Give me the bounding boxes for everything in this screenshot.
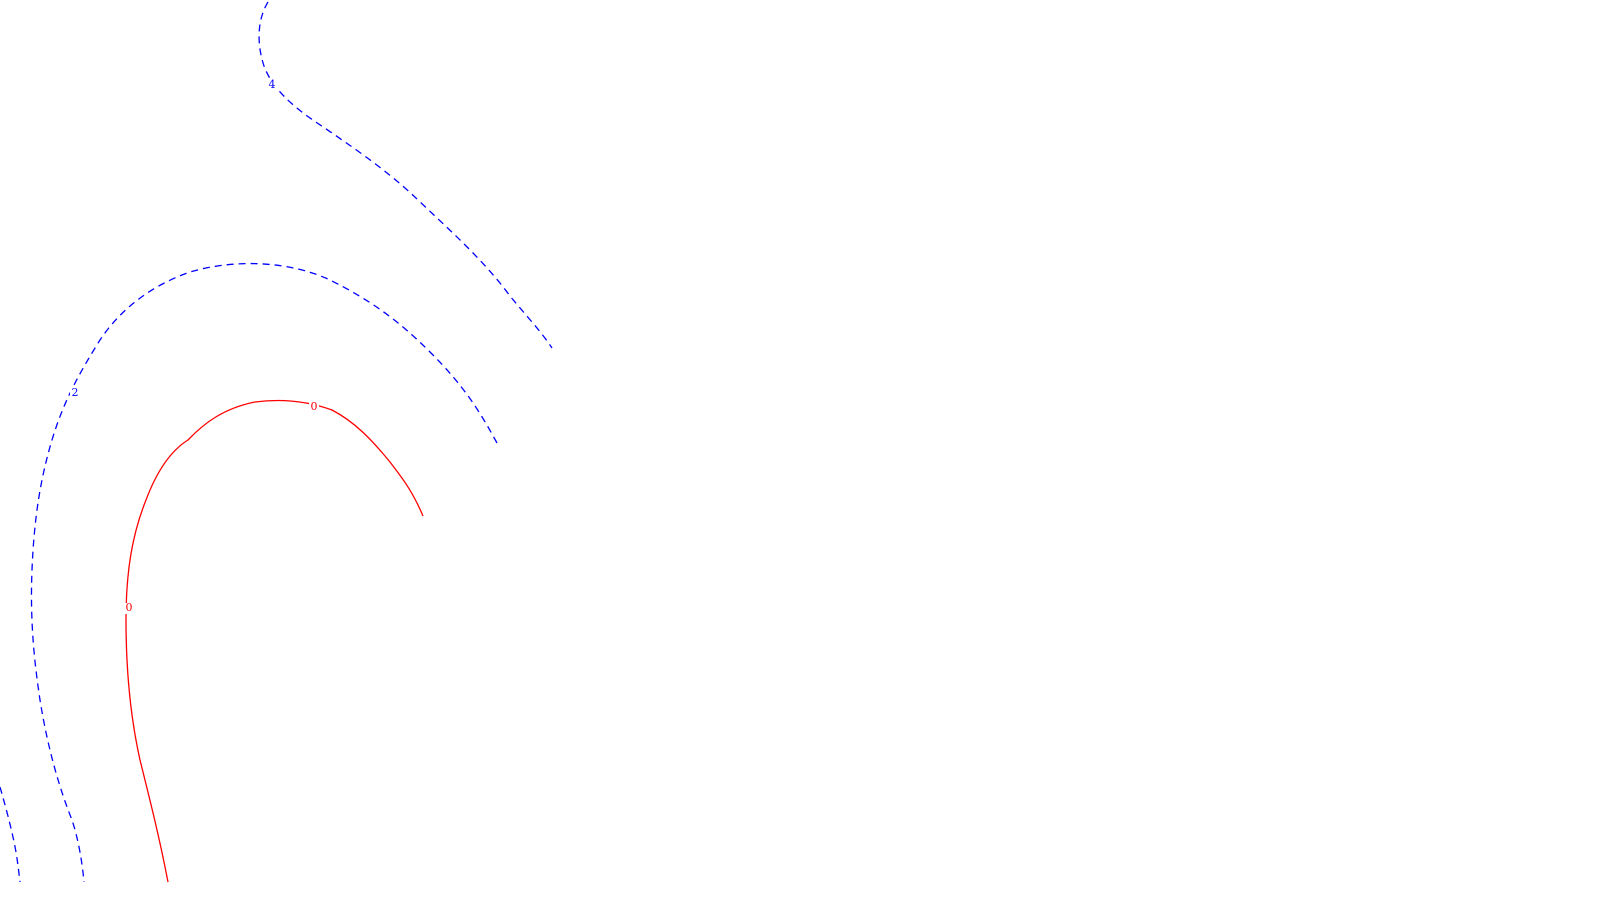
contour-label-bg [124,603,134,614]
contour-line-level-4-0 [258,1,553,349]
contour-label-0: 0 [311,400,318,413]
contour-label-layer: 4 2 0 0 [70,78,319,614]
contour-line-level-0-3 [125,399,424,883]
contour-line-level-2-1 [30,262,498,883]
contour-label-2: 2 [72,386,79,399]
contour-label-bg [309,402,319,413]
contour-label-bg [70,388,80,399]
contour-label-0: 0 [126,601,133,614]
contour-layer [0,1,553,883]
contour-label-4: 4 [269,78,276,91]
contour-line-level-2-2 [0,786,21,883]
contour-label-bg [267,80,277,91]
